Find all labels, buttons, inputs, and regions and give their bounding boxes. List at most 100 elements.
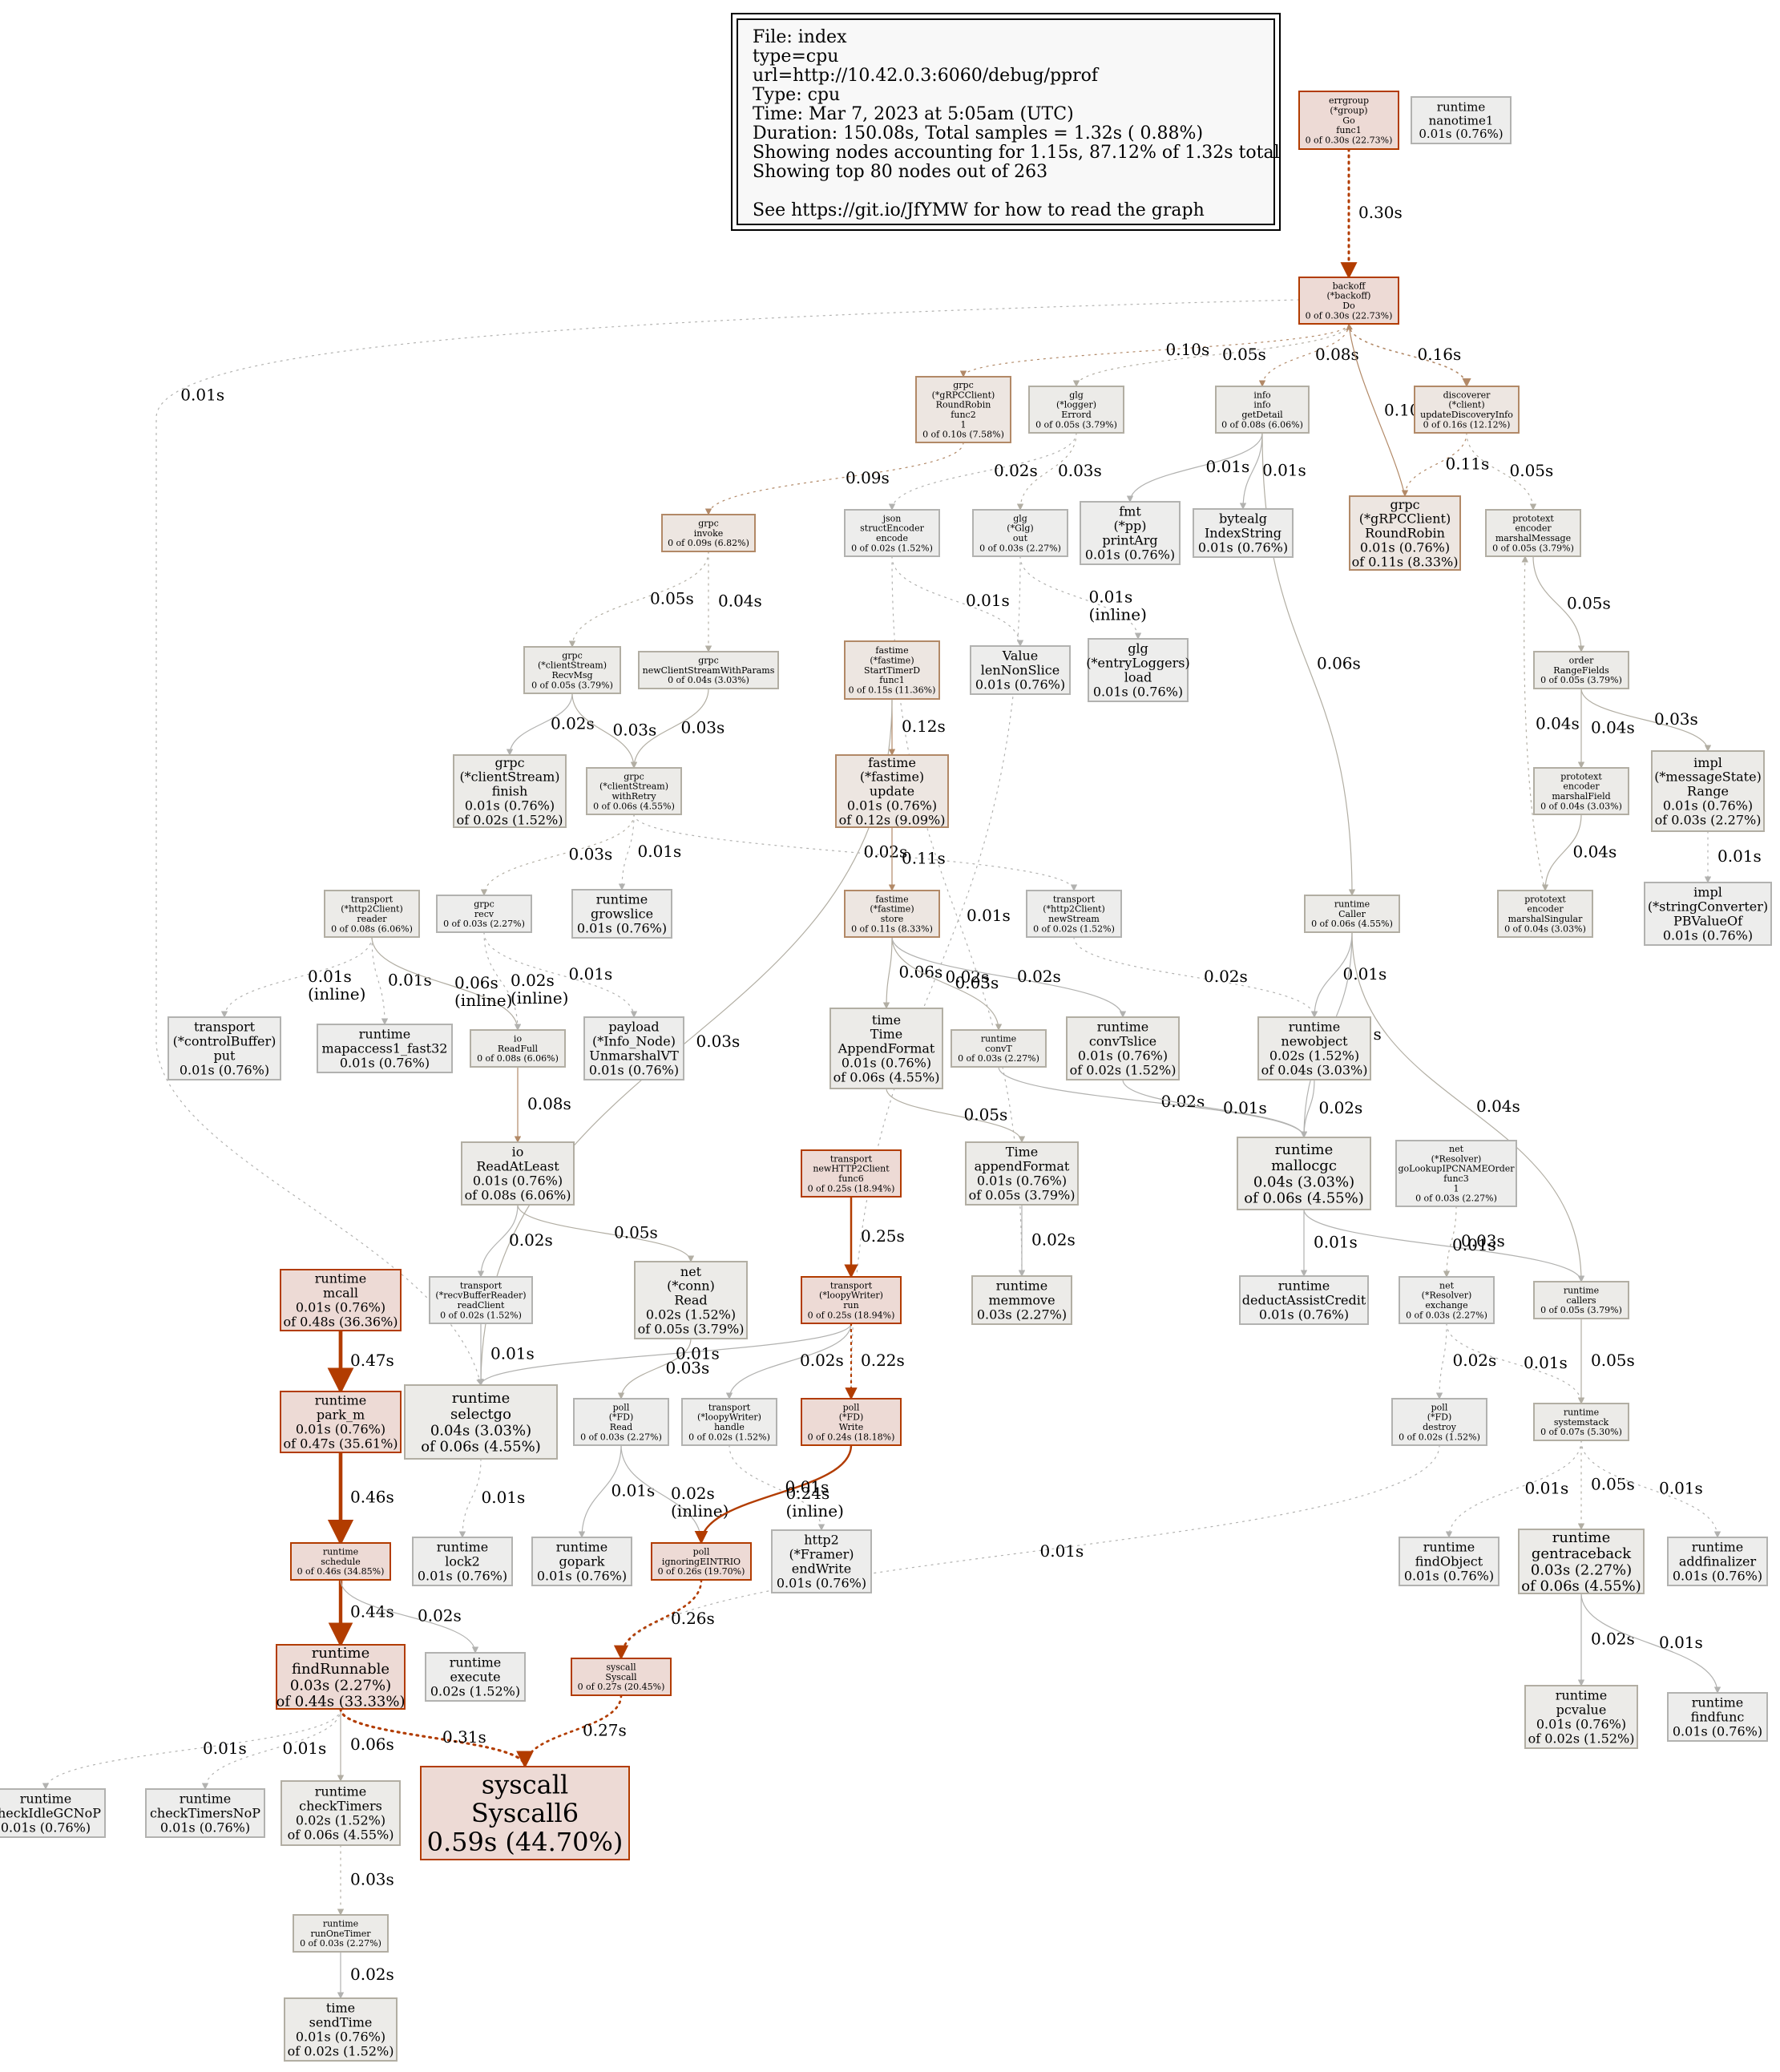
node-label: 0 of 0.02s (1.52%) [851,543,933,553]
node-label: info [1253,400,1271,410]
node-label: 0 of 0.03s (2.27%) [1406,1310,1487,1320]
node-label: 0.01s (0.76%) [296,1422,385,1437]
node-label: (*stringConverter) [1648,899,1768,915]
edge-ignoreintr-syscall [613,1578,703,1660]
node-label: (*clientStream) [599,782,668,792]
edge-label: 0.05s [964,1105,1008,1125]
edge-label: 0.05s [1591,1475,1635,1494]
node-label: invoke [694,528,724,539]
edge-label: 0.01s [1223,1098,1267,1117]
node-box [1304,895,1400,933]
node-box [586,767,682,815]
node-label: bytealg [1219,511,1267,527]
node-label: runOneTimer [310,1929,371,1939]
legend-line: Duration: 150.08s, Total samples = 1.32s… [753,123,1204,143]
edge-label: 0.47s [350,1351,394,1370]
node-label: 0 of 0.08s (6.06%) [1221,419,1303,430]
node-box [801,1276,902,1324]
node-label: RoundRobin [936,400,991,410]
node-label: 0 of 0.05s (3.79%) [1540,675,1622,685]
node-label: run [843,1300,858,1311]
node-label: RoundRobin [1365,526,1445,541]
node-label: reader [357,914,387,924]
node-label: 0 of 0.06s (4.55%) [1311,919,1393,929]
edge-errord-jsonenc [888,432,1077,511]
node-box [681,1398,777,1446]
edge-label: 0.02s [1319,1098,1363,1117]
edge-label: 0.02s [509,1230,553,1250]
node-label: 1 [1454,1183,1459,1194]
node-box [404,1384,558,1460]
node-label: time [872,1012,901,1028]
node-label: discoverer [1443,390,1491,400]
node-box [970,645,1071,695]
edge-label: 0.02s [1204,967,1248,986]
node-label: Time [870,1027,902,1042]
node-label: Value [1002,648,1039,664]
node-box [293,1914,389,1953]
node-label: 0.01s (0.76%) [1419,127,1503,141]
edge-label: 0.01s [1659,1633,1703,1652]
node-label: func3 [1443,1173,1468,1184]
edge-label: 0.10s [1166,340,1210,359]
node-label: 0 of 0.03s (2.27%) [1415,1194,1497,1204]
node-label: net [1449,1144,1464,1154]
node-label: 0.01s (0.76%) [296,2030,385,2045]
edge-label: 0.30s [1358,203,1403,222]
node-label: goLookupIPCNAMEOrder [1398,1164,1515,1174]
node-label: transport [351,894,394,904]
edge-label: 0.01s [676,1344,720,1363]
node-label: prototext [1524,894,1566,904]
node-box [1518,1529,1645,1594]
node-label: mapaccess1_fast32 [322,1041,448,1056]
edge-label: 0.02s [671,1484,715,1503]
node-box [1066,1016,1180,1080]
node-label: transport [708,1402,751,1412]
node-label: 0 of 0.05s (3.79%) [1035,419,1117,430]
edge-glgout-fdwrite [847,555,1021,1400]
edge-label: 0.01s [1089,588,1133,607]
node-label: (*FD) [609,1412,634,1423]
edge-updinfo-marshalmsg [1466,432,1537,511]
edge-label: 0.12s [902,717,946,736]
edge-label: 0.01s [785,1477,829,1496]
edge-label: 0.01s [967,906,1011,925]
node-box [801,1398,902,1446]
edge-label: 0.02s [1031,1230,1076,1250]
node-label: 1 [961,419,967,430]
node-label: of 0.03s (2.27%) [1655,812,1762,827]
node-label: of 0.44s (33.33%) [276,1694,406,1711]
edge-label: 0.04s [1536,713,1580,733]
node-label: pcvalue [1556,1702,1607,1718]
node-label: (*fastime) [860,769,924,785]
node-label: Do [1342,301,1355,311]
node-label: fastime [875,645,908,656]
node-box [951,1029,1047,1068]
node-label: 0 of 0.08s (6.06%) [477,1053,559,1064]
node-label: runtime [1437,99,1486,114]
node-label: func1 [1336,125,1361,135]
node-label: IndexString [1205,526,1282,541]
legend-line: See https://git.io/JfYMW for how to read… [753,200,1205,220]
node-label: 0 of 0.04s (3.03%) [1504,923,1586,934]
node-label: (*Glg) [1007,523,1033,534]
node-label: 0 of 0.05s (3.79%) [1492,543,1574,553]
edge-reader-mapaccess [371,936,389,1025]
node-label: of 0.47s (35.61%) [283,1436,398,1451]
node-label: (*Info_Node) [592,1034,676,1049]
edge-readatleast-connread [517,1204,695,1262]
node-label: appendFormat [975,1159,1070,1174]
edge-label: 0.01s [1206,457,1250,476]
node-label: 0 of 0.05s (3.79%) [531,680,613,690]
node-label: 0.01s (0.76%) [180,1062,269,1077]
edge-label: 0.05s [1591,1351,1635,1370]
